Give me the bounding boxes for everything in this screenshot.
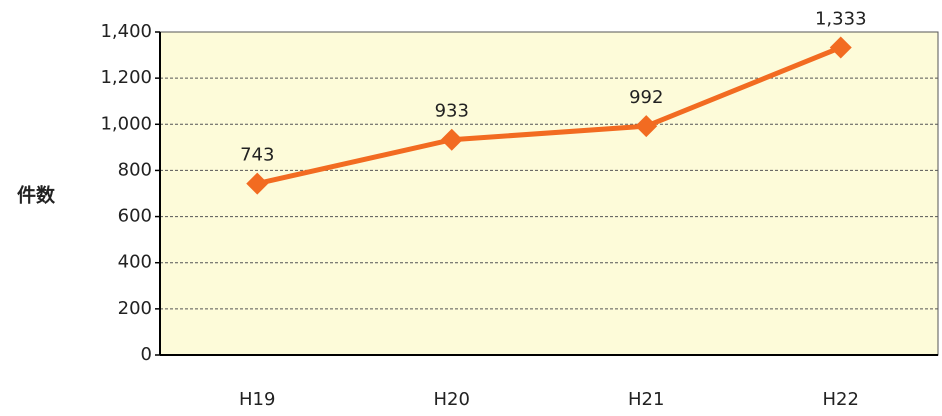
x-tick-label: H20 <box>434 389 470 410</box>
data-label: 933 <box>435 101 469 122</box>
y-axis-label: 件数 <box>17 184 56 207</box>
y-tick-label: 1,400 <box>100 21 152 42</box>
x-tick-label: H19 <box>239 389 275 410</box>
marker <box>635 115 658 138</box>
y-tick-label: 400 <box>118 252 152 273</box>
y-tick-label: 800 <box>118 159 152 180</box>
y-tick-label: 0 <box>141 344 152 365</box>
marker <box>829 36 852 59</box>
marker <box>246 172 269 195</box>
y-tick-label: 200 <box>118 298 152 319</box>
y-tick-label: 600 <box>118 206 152 227</box>
y-tick-label: 1,000 <box>100 113 152 134</box>
plot-area <box>159 31 939 356</box>
data-label: 992 <box>629 87 663 108</box>
data-label: 1,333 <box>815 8 867 29</box>
y-tick-label: 1,200 <box>100 67 152 88</box>
data-label: 743 <box>240 145 274 166</box>
line <box>256 45 842 187</box>
x-tick-label: H21 <box>628 389 664 410</box>
marker <box>440 128 463 151</box>
x-tick-label: H22 <box>823 389 859 410</box>
